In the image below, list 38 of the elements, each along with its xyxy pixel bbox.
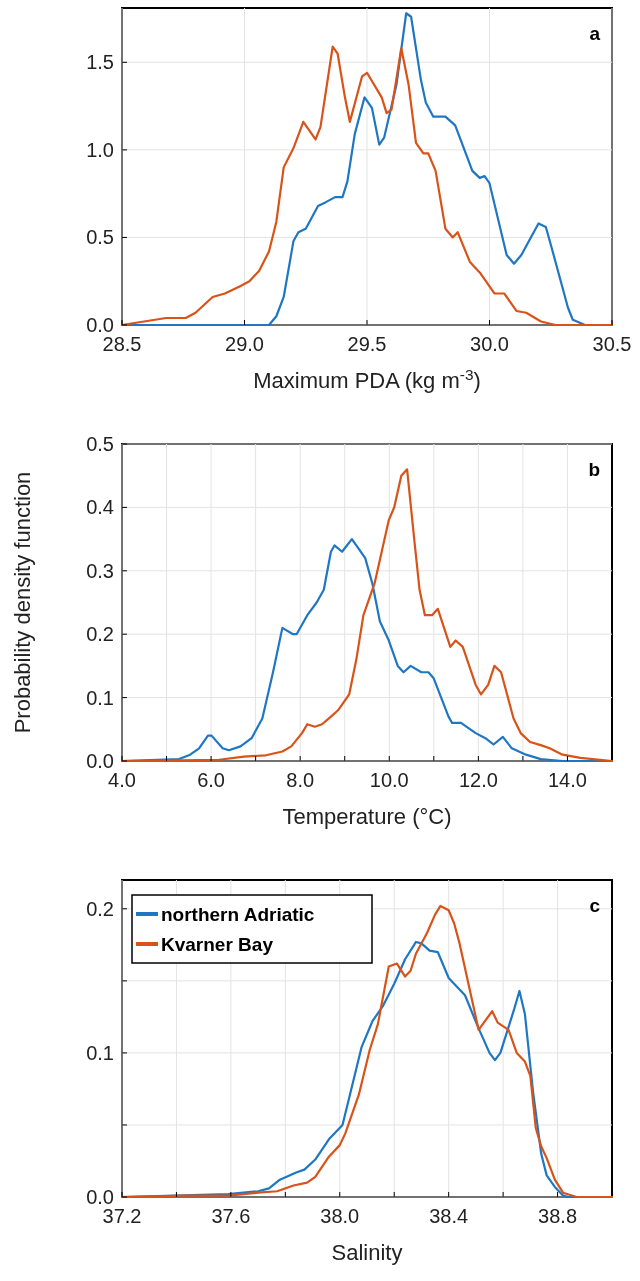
legend-label: northern Adriatic xyxy=(161,904,315,925)
x-tick-label: 28.5 xyxy=(102,333,142,355)
y-tick-label: 0.0 xyxy=(86,1186,114,1208)
y-tick-label: 0.5 xyxy=(86,226,114,249)
y-tick-label: 0.5 xyxy=(86,433,114,455)
x-axis-title: Temperature (°C) xyxy=(282,804,452,829)
x-tick-label: 4.0 xyxy=(108,769,136,791)
y-tick-label: 0.3 xyxy=(86,559,114,582)
x-tick-label: 38.8 xyxy=(538,1205,578,1227)
annotation: c xyxy=(589,895,601,916)
y-tick-label: 0.2 xyxy=(86,623,114,646)
x-tick-label: 29.5 xyxy=(347,333,387,355)
y-tick-label: 0.0 xyxy=(86,314,114,336)
y-tick-label: 0.0 xyxy=(86,750,114,772)
x-tick-label: 37.2 xyxy=(102,1205,142,1227)
y-tick-label: 0.1 xyxy=(86,1041,114,1064)
annotation: a xyxy=(589,23,601,44)
x-axis-title: Maximum PDA (kg m$^{-3}$) xyxy=(253,365,481,393)
x-axis-title: Salinity xyxy=(331,1240,403,1265)
x-tick-label: 14.0 xyxy=(547,769,587,791)
y-tick-label: 1.0 xyxy=(86,138,114,161)
y-tick-label: 0.4 xyxy=(86,496,114,519)
y-tick-label: 0.2 xyxy=(86,897,114,920)
legend-label: Kvarner Bay xyxy=(161,934,274,955)
annotation: b xyxy=(588,459,600,480)
x-tick-label: 29.0 xyxy=(225,333,264,355)
x-tick-label: 38.0 xyxy=(320,1205,360,1227)
y-axis-title: Probability density function xyxy=(10,471,35,734)
x-tick-label: 30.5 xyxy=(592,333,632,355)
x-tick-label: 38.4 xyxy=(429,1205,469,1227)
x-tick-label: 8.0 xyxy=(286,769,315,791)
x-tick-label: 10.0 xyxy=(369,769,409,791)
y-tick-label: 0.1 xyxy=(86,686,114,709)
y-tick-label: 1.5 xyxy=(86,51,114,74)
x-tick-label: 37.6 xyxy=(211,1205,251,1227)
x-tick-label: 30.0 xyxy=(470,333,509,355)
x-tick-label: 6.0 xyxy=(197,769,225,791)
x-tick-label: 12.0 xyxy=(458,769,498,791)
